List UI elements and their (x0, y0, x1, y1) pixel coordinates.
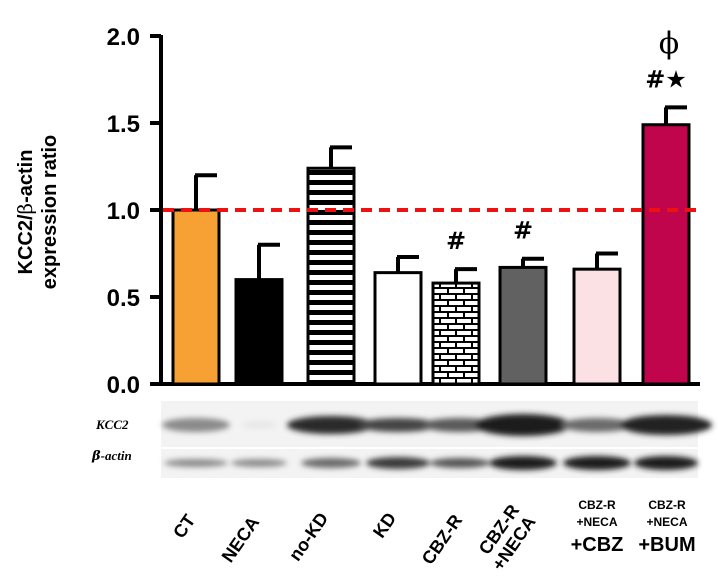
actin-band-cbz-r-neca-bum (634, 456, 698, 470)
y-axis-ticks: 0.0 0.5 1.0 1.5 2.0 (107, 24, 161, 399)
x-tick-label-neca: NECA (218, 513, 264, 566)
x-tick-label-cbz-r-neca: CBZ-R +NECA (475, 501, 540, 574)
significance-markers: # # #★ ϕ (446, 26, 687, 255)
y-tick-label-0-5: 0.5 (107, 285, 140, 312)
bar-cbz-r-neca (498, 265, 548, 386)
bar-cbz-r-neca-bum (641, 123, 691, 386)
actin-band-no-kd (301, 458, 361, 468)
bar-cbz-r-neca-cbz (572, 267, 622, 386)
y-tick-label-1-5: 1.5 (107, 111, 140, 138)
x-tick-label-cbz-r-neca-bum: CBZ-R +NECA +BUM (638, 498, 695, 556)
actin-band-ct (164, 459, 228, 467)
western-blot: KCC2 β-actin (91, 401, 712, 478)
x-tick-label-ct: CT (169, 511, 199, 542)
x-tick-label-kd: KD (369, 509, 400, 542)
bar-kd (373, 271, 423, 386)
y-tick-label-0-0: 0.0 (107, 372, 140, 399)
bar-neca (234, 278, 284, 386)
y-axis-title: KCC2/β-actin expression ratio (13, 135, 61, 290)
kcc2-band-kd (358, 418, 438, 432)
actin-band-cbz-r-neca (489, 456, 557, 470)
bar-ct (171, 208, 221, 386)
bars (171, 105, 691, 386)
y-axis-title-line2: expression ratio (39, 135, 61, 290)
blot-label-actin: β-actin (91, 448, 132, 464)
x-tick-label-cbz-r: CBZ-R (418, 511, 467, 568)
blot-bands (162, 414, 712, 470)
kcc2-band-neca (241, 422, 277, 428)
x-tick-label-no-kd: no-KD (285, 509, 332, 565)
actin-band-neca (231, 459, 287, 467)
x-tick-label-bum-line1: CBZ-R (648, 498, 686, 512)
bar-cbz-r (431, 281, 481, 386)
x-tick-label-cbz-line1: CBZ-R (578, 498, 616, 512)
blot-label-kcc2: KCC2 (95, 417, 129, 432)
x-tick-label-bum-line3: +BUM (638, 534, 695, 556)
kcc2-band-cbz-r-neca-bum (620, 415, 712, 435)
x-tick-label-cbz-r-neca-cbz: CBZ-R +NECA +CBZ (571, 498, 624, 556)
kcc2-band-cbz-r-neca-cbz (561, 418, 633, 432)
x-tick-labels: CT NECA no-KD KD CBZ-R CBZ-R +NECA CBZ-R… (169, 498, 695, 574)
x-tick-label-cbz-line2: +NECA (576, 515, 617, 529)
actin-band-kd (366, 457, 430, 469)
x-tick-label-cbz-line3: +CBZ (571, 534, 624, 556)
kcc2-band-ct (162, 418, 230, 432)
bar-no-kd (306, 166, 356, 386)
significance-cbz-r-neca: # (513, 217, 533, 245)
y-tick-label-1-0: 1.0 (107, 198, 140, 225)
kcc2-band-cbz-r-neca (475, 414, 571, 436)
phi-marker: ϕ (659, 26, 679, 61)
kcc2-band-no-kd (287, 416, 375, 434)
actin-band-cbz-r-neca-cbz (563, 456, 631, 470)
significance-cbz-r: # (446, 227, 466, 255)
x-tick-label-bum-line2: +NECA (646, 515, 687, 529)
blot-divider (161, 447, 698, 449)
y-tick-label-2-0: 2.0 (107, 24, 140, 51)
y-axis-title-line1: KCC2/β-actin (13, 150, 37, 275)
significance-cbz-r-neca-bum: #★ (645, 65, 687, 93)
actin-band-cbz-r (430, 458, 490, 468)
